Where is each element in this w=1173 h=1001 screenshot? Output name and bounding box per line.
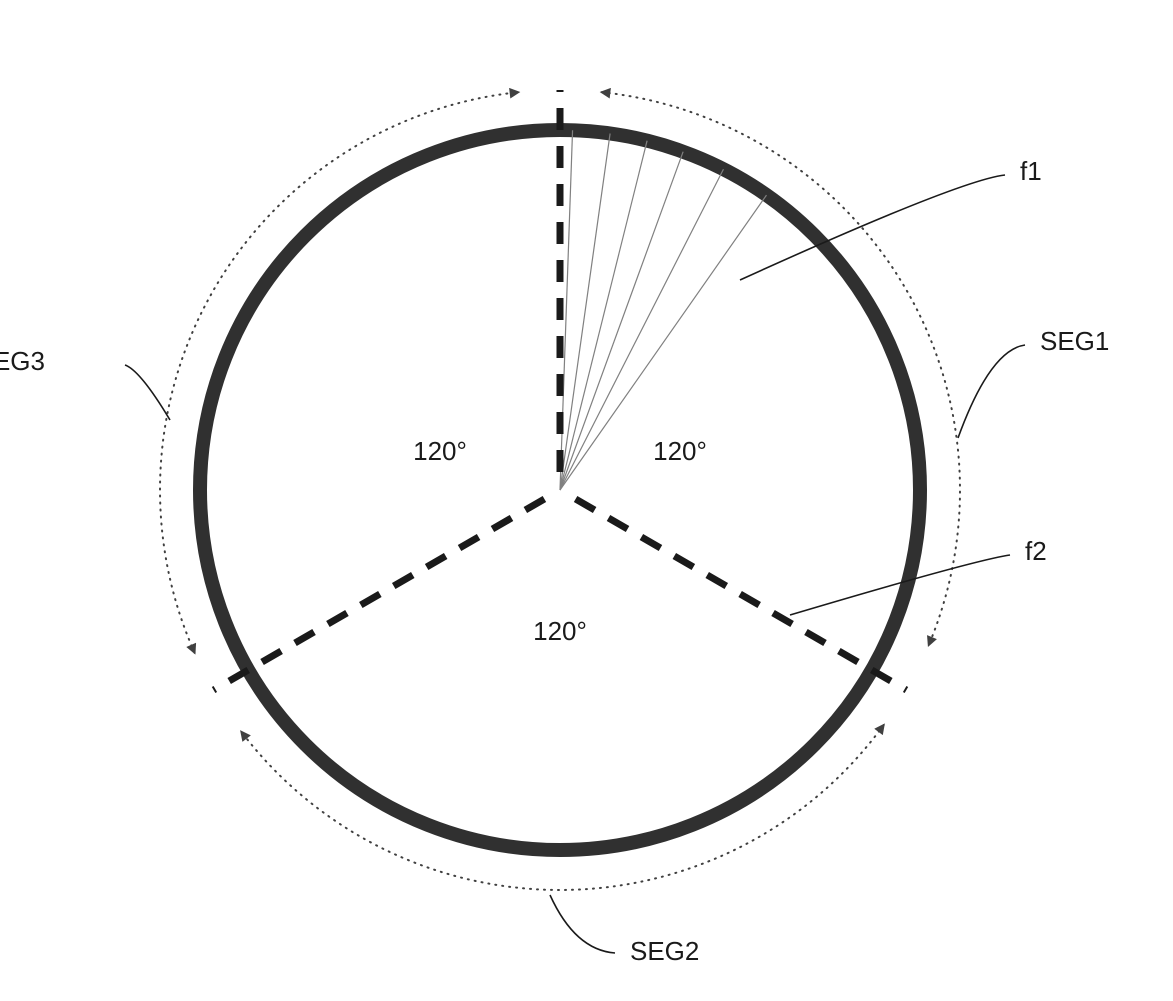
outer-arc-seg2 (241, 725, 883, 890)
angle-label-0: 120° (413, 436, 467, 466)
callout-leader-f1 (740, 175, 1005, 280)
callout-leader-seg2 (550, 895, 615, 953)
fan-line-1 (560, 134, 610, 490)
segmented-circle-diagram: 120° 120° 120° f1 SEG1 f2 SEG2 SEG3 (0, 0, 1173, 1001)
callout-leader-seg1 (958, 345, 1025, 438)
angle-label-1: 120° (653, 436, 707, 466)
callout-label-seg2: SEG2 (630, 936, 699, 966)
callout-label-f2: f2 (1025, 536, 1047, 566)
callout-leader-seg3 (125, 365, 170, 420)
angle-label-2: 120° (533, 616, 587, 646)
radial-separator-1 (576, 499, 907, 690)
callout-label-f1: f1 (1020, 156, 1042, 186)
fan-line-2 (560, 141, 647, 490)
callout-label-seg3: SEG3 (0, 346, 45, 376)
callout-label-seg1: SEG1 (1040, 326, 1109, 356)
radial-separator-2 (214, 499, 545, 690)
